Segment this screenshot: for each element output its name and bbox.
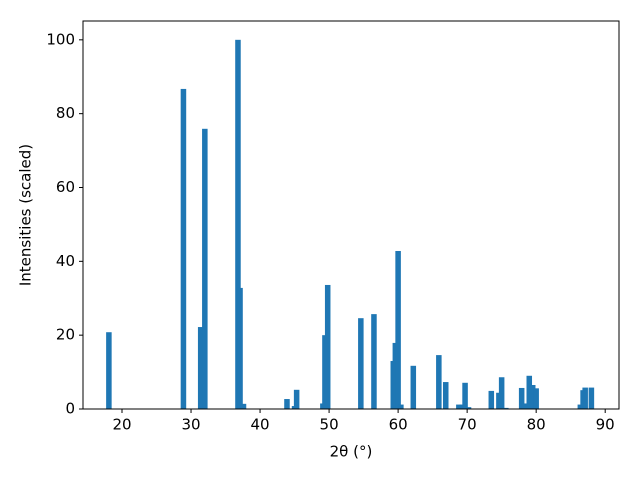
bar <box>410 365 417 409</box>
bar <box>518 387 525 409</box>
y-tick-label: 0 <box>65 400 75 418</box>
bar <box>398 404 404 409</box>
bar <box>237 287 243 409</box>
x-axis-label: 2θ (°) <box>330 443 373 461</box>
bar <box>442 382 449 409</box>
bar <box>521 403 528 409</box>
x-tick-label: 40 <box>251 416 270 434</box>
x-tick-label: 90 <box>596 416 615 434</box>
bar <box>465 407 472 409</box>
bar <box>588 387 595 409</box>
bar <box>582 387 588 409</box>
bar <box>284 399 290 409</box>
bar <box>533 388 539 409</box>
x-tick-label: 20 <box>112 416 131 434</box>
y-tick-label: 100 <box>46 30 75 48</box>
x-tick-label: 80 <box>527 416 546 434</box>
bar <box>488 390 495 409</box>
x-tick-label: 30 <box>181 416 200 434</box>
bar <box>358 318 364 409</box>
bar <box>462 382 468 409</box>
bar <box>526 375 533 409</box>
y-tick-label: 40 <box>56 252 75 270</box>
bar <box>202 128 208 410</box>
y-axis-label: Intensities (scaled) <box>17 144 35 286</box>
bar <box>436 355 442 409</box>
bar <box>371 314 377 409</box>
bar <box>395 250 401 409</box>
bar <box>197 327 204 409</box>
bar <box>293 389 300 409</box>
bar <box>180 88 187 410</box>
bar <box>106 332 112 409</box>
y-tick-label: 60 <box>56 178 75 196</box>
x-tick-label: 50 <box>320 416 339 434</box>
bar <box>235 39 241 409</box>
bar <box>503 407 509 409</box>
bar <box>456 404 462 409</box>
bar <box>529 385 536 409</box>
bar <box>324 284 331 409</box>
y-tick-label: 80 <box>56 104 75 122</box>
plot-frame <box>82 20 620 410</box>
bar <box>240 403 247 409</box>
x-tick-label: 60 <box>389 416 408 434</box>
bar <box>498 377 505 409</box>
x-tick-label: 70 <box>458 416 477 434</box>
y-tick-label: 20 <box>56 326 75 344</box>
